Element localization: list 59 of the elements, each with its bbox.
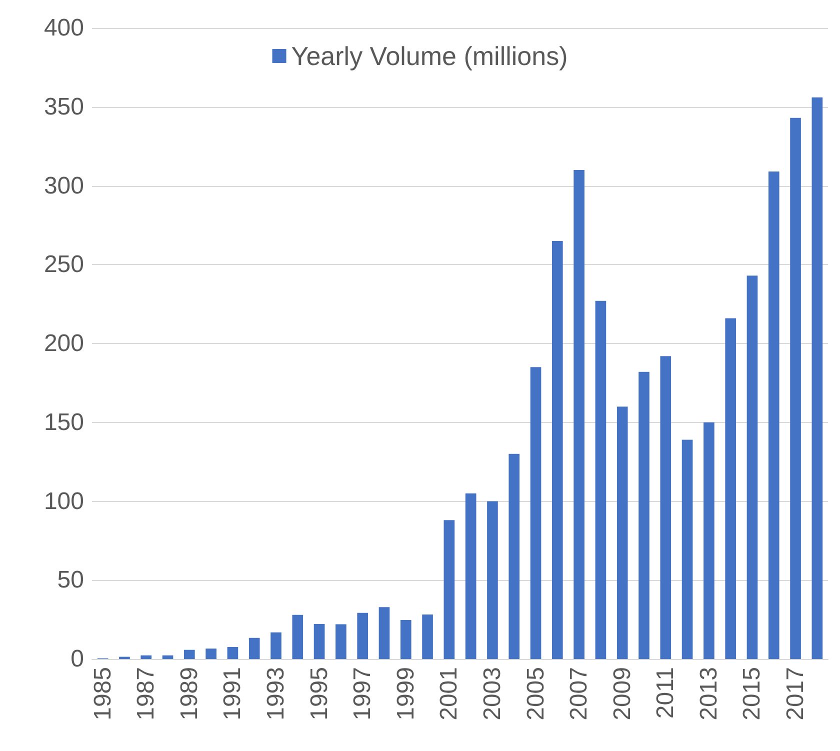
bar bbox=[487, 501, 498, 659]
x-tick-label: 2005 bbox=[522, 667, 550, 720]
bar bbox=[638, 372, 650, 659]
bar bbox=[790, 118, 801, 659]
bar bbox=[248, 638, 260, 659]
x-tick-label: 2003 bbox=[478, 667, 506, 720]
bar bbox=[270, 632, 282, 659]
bar bbox=[227, 647, 238, 659]
y-tick-label: 100 bbox=[44, 488, 84, 515]
x-tick-label: 1989 bbox=[176, 667, 203, 720]
bar bbox=[444, 520, 455, 659]
bar bbox=[682, 440, 693, 659]
x-tick-label: 2011 bbox=[652, 667, 680, 719]
x-tick-label: 2015 bbox=[738, 667, 766, 720]
x-tick-label: 2007 bbox=[566, 667, 593, 720]
x-tick-label: 1995 bbox=[306, 667, 333, 720]
x-tick-label: 1999 bbox=[392, 667, 420, 720]
bar bbox=[357, 612, 368, 659]
bar bbox=[292, 614, 304, 659]
bar bbox=[184, 650, 195, 659]
bar bbox=[336, 624, 346, 659]
bar bbox=[206, 648, 216, 659]
bar bbox=[465, 493, 476, 659]
y-tick-label: 0 bbox=[70, 646, 84, 672]
bar bbox=[595, 300, 606, 659]
bar bbox=[314, 624, 325, 659]
x-tick-label: 1993 bbox=[262, 667, 290, 720]
x-tick-label: 2013 bbox=[695, 667, 722, 720]
bar bbox=[704, 422, 714, 659]
legend-label: Yearly Volume (millions) bbox=[291, 41, 568, 71]
bar bbox=[616, 406, 628, 659]
x-tick-label: 2009 bbox=[608, 667, 636, 720]
bar bbox=[162, 655, 174, 659]
bar bbox=[660, 356, 672, 659]
x-tick-label: 1991 bbox=[219, 667, 246, 720]
bar bbox=[422, 614, 433, 659]
bar bbox=[552, 240, 563, 659]
bar bbox=[812, 97, 823, 659]
y-tick-label: 400 bbox=[44, 14, 84, 42]
bar bbox=[768, 172, 780, 659]
y-tick-label: 350 bbox=[44, 93, 84, 120]
x-tick-label: 2017 bbox=[782, 667, 810, 720]
y-tick-label: 50 bbox=[57, 566, 84, 594]
bar bbox=[400, 620, 412, 659]
bar bbox=[725, 318, 736, 659]
y-tick-label: 250 bbox=[44, 251, 84, 278]
x-tick-label: 1997 bbox=[349, 667, 376, 720]
bar bbox=[746, 276, 758, 659]
bar bbox=[574, 170, 584, 659]
bar bbox=[140, 655, 152, 659]
bar bbox=[508, 454, 520, 659]
bar bbox=[378, 607, 390, 659]
y-tick-label: 150 bbox=[44, 408, 84, 436]
y-tick-label: 200 bbox=[44, 330, 84, 357]
x-tick-label: 1985 bbox=[89, 667, 116, 720]
y-tick-label: 300 bbox=[44, 172, 84, 200]
bar bbox=[530, 367, 542, 659]
x-tick-label: 1987 bbox=[132, 667, 160, 720]
x-tick-label: 2001 bbox=[436, 667, 463, 720]
